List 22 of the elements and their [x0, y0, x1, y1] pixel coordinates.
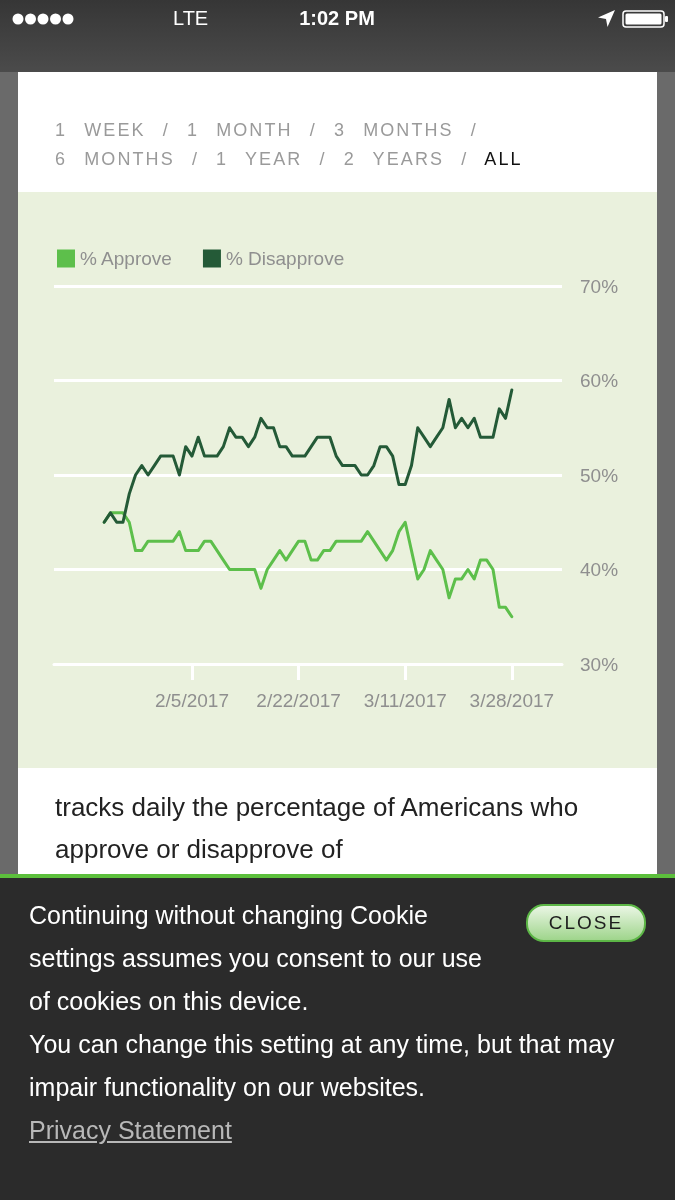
text: 1:02 PM — [299, 6, 375, 30]
close-button[interactable]: CLOSE — [526, 904, 646, 942]
text: ALL — [484, 148, 523, 170]
legend-label: % Disapprove — [225, 248, 345, 269]
text: Privacy Statement — [29, 1115, 232, 1146]
text: 1 WEEK / 1 MONTH / 3 MONTHS / — [55, 119, 478, 141]
y-tick-label: 40% — [580, 559, 619, 580]
text: tracks daily the percentage of Americans who approve or disapprove of — [55, 791, 580, 866]
text: 6 MONTHS / 1 YEAR / 2 YEARS / — [55, 148, 469, 170]
y-tick-label: 60% — [580, 370, 619, 391]
x-tick-label: 3/28/2017 — [469, 690, 555, 711]
legend-label: % Approve — [80, 248, 172, 269]
x-tick-label: 2/22/2017 — [256, 690, 341, 711]
line-series — [102, 388, 514, 524]
x-tick-label: 2/5/2017 — [154, 690, 229, 711]
x-tick-label: 3/11/2017 — [363, 690, 447, 711]
text: You can change this setting at any time, but that may impair functionality on our websites. — [29, 1029, 616, 1103]
text: Continuing without changing Cookie settings assumes you consent to our use of cookies on this device. — [29, 900, 484, 1017]
y-tick-label: 70% — [580, 275, 619, 297]
y-tick-label: 30% — [580, 653, 619, 675]
text: LTE — [173, 6, 209, 30]
y-tick-label: 50% — [580, 464, 619, 486]
